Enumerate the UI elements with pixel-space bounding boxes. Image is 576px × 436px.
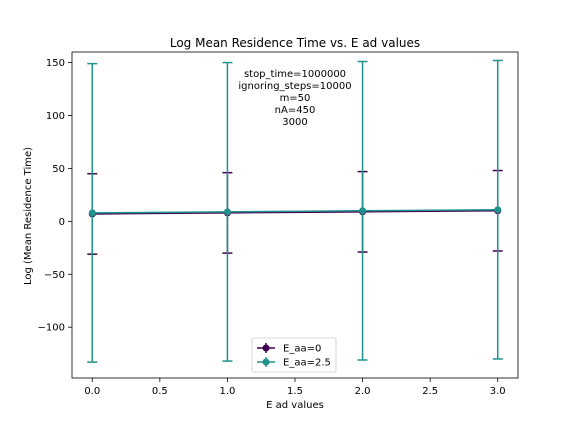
annotation-line: ignoring_steps=10000 (238, 81, 351, 92)
y-tick-label: −50 (44, 270, 65, 281)
annotation-line: m=50 (280, 93, 311, 104)
legend-label: E_aa=0 (283, 344, 321, 355)
data-point (494, 206, 502, 214)
x-tick-label: 0.5 (152, 386, 168, 397)
y-tick-label: 0 (59, 217, 65, 228)
x-tick-label: 2.5 (422, 386, 438, 397)
legend-label: E_aa=2.5 (283, 358, 331, 369)
y-axis: −100 −50 0 50 100 150 (38, 58, 72, 334)
x-tick-label: 3.0 (490, 386, 506, 397)
annotation-text: stop_time=1000000ignoring_steps=10000m=5… (238, 69, 351, 128)
data-point (88, 209, 96, 217)
y-tick-label: 100 (46, 111, 65, 122)
series-line (92, 210, 498, 215)
y-tick-label: −100 (38, 323, 65, 334)
y-axis-label: Log (Mean Residence Time) (23, 147, 34, 285)
legend-swatch-marker (262, 358, 270, 366)
chart-title: Log Mean Residence Time vs. E ad values (170, 36, 420, 50)
series-1 (87, 59, 503, 363)
data-point (223, 208, 231, 216)
annotation-line: 3000 (282, 117, 307, 128)
legend: E_aa=0 E_aa=2.5 (251, 337, 337, 373)
plot-area (87, 59, 503, 363)
x-tick-label: 2.0 (355, 386, 371, 397)
legend-box (251, 337, 337, 373)
x-axis: 0.0 0.5 1.0 1.5 2.0 2.5 3.0 (84, 378, 506, 397)
annotation-line: nA=450 (275, 105, 316, 116)
series-line (92, 208, 498, 214)
x-axis-label: E ad values (266, 400, 324, 411)
annotation-line: stop_time=1000000 (244, 69, 346, 80)
y-tick-label: 50 (52, 164, 65, 175)
x-tick-label: 0.0 (84, 386, 100, 397)
legend-swatch-marker (262, 344, 270, 352)
x-tick-label: 1.0 (219, 386, 235, 397)
x-tick-label: 1.5 (287, 386, 303, 397)
y-tick-label: 150 (46, 58, 65, 69)
data-point (359, 207, 367, 215)
